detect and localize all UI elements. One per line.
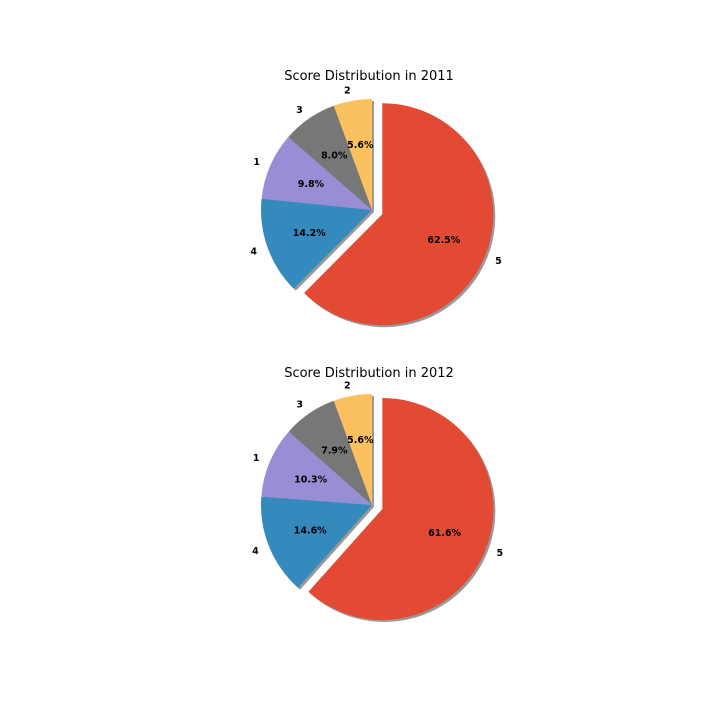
wedge-category-label: 2: [344, 85, 351, 96]
wedge-pct-label: 10.3%: [294, 475, 327, 486]
pie-chart-2012: Score Distribution in 2012 61.6% 5 14.6% 4 1…: [252, 366, 503, 622]
pie-label-group: 61.6% 5 14.6% 4 10.3% 1 7.9% 3 5.6% 2: [252, 380, 503, 559]
wedge-category-label: 3: [296, 400, 303, 411]
wedge-pct-label: 61.6%: [428, 528, 461, 539]
wedge-category-label: 3: [296, 105, 303, 116]
pie-chart-2011: Score Distribution in 2011 62.5% 5 14.2% 4 9…: [250, 69, 502, 328]
wedge-4: [261, 198, 372, 289]
chart-title: Score Distribution in 2012: [284, 366, 454, 381]
wedge-pct-label: 14.6%: [294, 525, 327, 536]
wedge-2: [333, 99, 372, 210]
wedge-category-label: 1: [253, 453, 260, 464]
wedge-pct-label: 7.9%: [321, 446, 348, 457]
wedge-category-label: 4: [250, 247, 257, 258]
wedge-5: [304, 103, 494, 326]
wedge-category-label: 5: [495, 256, 502, 267]
pie-wedge-group: [261, 99, 494, 326]
wedge-1: [261, 137, 372, 210]
pie-label-group: 62.5% 5 14.2% 4 9.8% 1 8.0% 3 5.6% 2: [250, 85, 501, 267]
wedge-category-label: 1: [253, 157, 260, 168]
wedge-3: [288, 105, 372, 210]
wedge-pct-label: 14.2%: [293, 228, 326, 239]
wedge-5: [308, 397, 494, 620]
wedge-pct-label: 62.5%: [427, 235, 460, 246]
wedge-4: [261, 496, 372, 588]
wedge-pct-label: 9.8%: [298, 179, 325, 190]
wedge-category-label: 5: [496, 548, 503, 559]
wedge-pct-label: 5.6%: [347, 140, 374, 151]
chart-title: Score Distribution in 2011: [284, 69, 454, 84]
wedge-1: [261, 431, 372, 505]
wedge-category-label: 4: [252, 546, 259, 557]
wedge-pct-label: 5.6%: [347, 435, 374, 446]
wedge-3: [288, 400, 372, 505]
wedge-pct-label: 8.0%: [321, 151, 348, 162]
pie-wedge-group: [261, 394, 494, 620]
wedge-2: [333, 394, 372, 505]
wedge-category-label: 2: [344, 380, 351, 391]
